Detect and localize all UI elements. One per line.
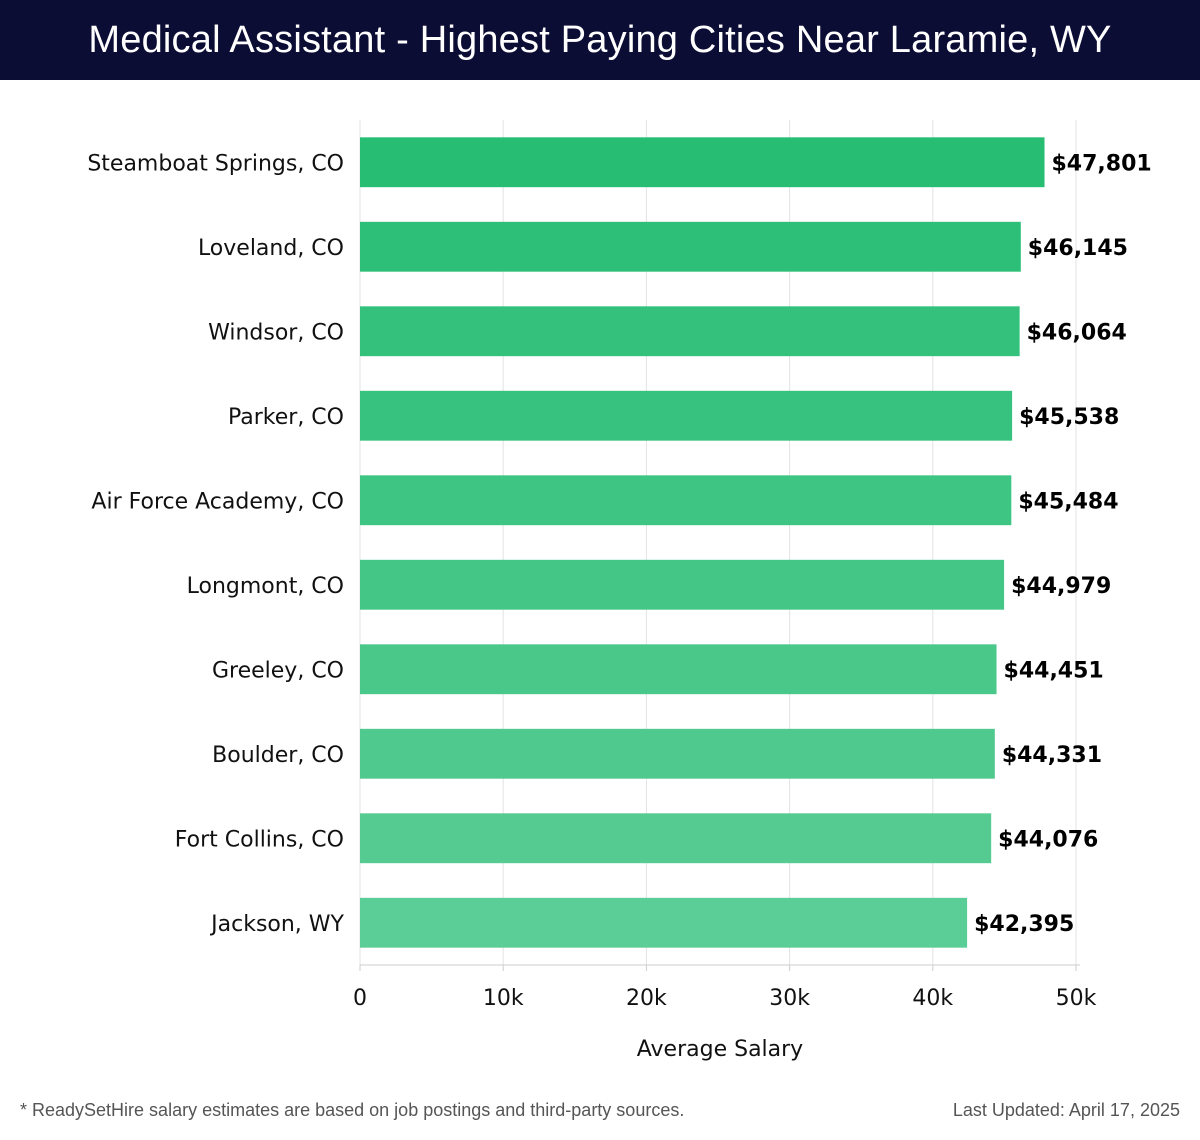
x-tick-label: 0 [353,986,367,1011]
category-label: Parker, CO [228,405,344,430]
salary-bar-chart: 0 10k 20k 30k 40k 50k Average Salary Steamboat … [87,120,1152,1062]
value-label: $45,538 [1019,405,1119,430]
header-bar: Medical Assistant - Highest Paying Citie… [0,0,1200,80]
x-tick-label: 20k [626,986,667,1011]
value-label: $44,979 [1011,574,1111,599]
value-label: $44,451 [1004,658,1104,683]
page-title: Medical Assistant - Highest Paying Citie… [88,18,1112,61]
category-label: Jackson, WY [209,912,344,937]
bar [360,475,1012,526]
category-label: Loveland, CO [198,236,344,261]
value-label: $47,801 [1052,151,1152,176]
category-label: Boulder, CO [212,743,344,768]
bar [360,559,1005,610]
value-label: $44,331 [1002,743,1102,768]
category-label: Steamboat Springs, CO [87,151,344,176]
value-label: $46,064 [1027,320,1127,345]
category-label: Air Force Academy, CO [91,489,344,514]
value-label: $42,395 [974,912,1074,937]
bar [360,813,992,864]
bar [360,306,1020,357]
bar [360,137,1045,188]
last-updated: Last Updated: April 17, 2025 [952,1100,1180,1120]
x-tick-label: 30k [769,986,810,1011]
category-label: Greeley, CO [212,658,344,683]
bar [360,728,995,779]
x-axis-title: Average Salary [637,1037,803,1062]
category-label: Windsor, CO [208,320,344,345]
category-label: Longmont, CO [187,574,344,599]
value-label: $46,145 [1028,236,1128,261]
value-label: $44,076 [998,827,1098,852]
bar [360,897,968,948]
x-tick-label: 40k [912,986,953,1011]
bar [360,644,997,695]
x-tick-label: 50k [1056,986,1097,1011]
bar [360,390,1013,441]
footer-note: * ReadySetHire salary estimates are base… [20,1100,685,1120]
x-tick-label: 10k [483,986,524,1011]
bar [360,221,1021,272]
value-label: $45,484 [1018,489,1118,514]
category-label: Fort Collins, CO [175,827,344,852]
